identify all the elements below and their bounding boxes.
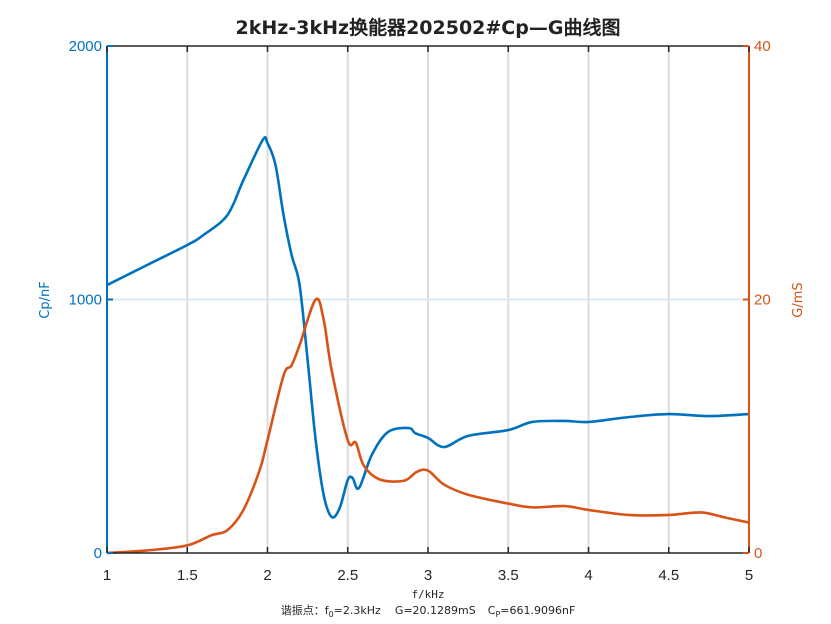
x-tick-label: 3.5 bbox=[498, 567, 519, 584]
y-axis-label-left: Cp/nF bbox=[38, 281, 53, 318]
note-g: G=20.1289mS bbox=[395, 604, 476, 617]
x-tick-label: 4.5 bbox=[658, 567, 679, 584]
y-tick-label-left: 2000 bbox=[69, 38, 102, 55]
note-f-val: =2.3kHz bbox=[334, 604, 381, 617]
x-tick-label: 5 bbox=[745, 567, 753, 584]
x-tick-label: 1.5 bbox=[177, 567, 198, 584]
x-tick-label: 3 bbox=[424, 567, 432, 584]
note-f-sub: 0 bbox=[329, 610, 334, 619]
grid-lines bbox=[107, 46, 749, 553]
note-c-val: =661.9096nF bbox=[500, 604, 575, 617]
y-tick-label-right: 20 bbox=[754, 292, 771, 309]
y-tick-label-right: 40 bbox=[754, 38, 771, 55]
x-axis-label: f/kHz bbox=[411, 588, 444, 601]
x-tick-label: 2 bbox=[263, 567, 271, 584]
series-g-line bbox=[106, 297, 750, 555]
x-tick-label: 1 bbox=[103, 567, 111, 584]
y-tick-label-right: 0 bbox=[754, 545, 762, 562]
note-c: C bbox=[488, 604, 496, 617]
series-lines bbox=[106, 135, 750, 555]
series-cp-line bbox=[106, 135, 750, 519]
x-tick-label: 4 bbox=[584, 567, 592, 584]
resonance-annotation: 谐振点：f0=2.3kHz G=20.1289mS CP=661.9096nF bbox=[281, 603, 576, 619]
y-axis-label-right: G/mS bbox=[791, 282, 806, 317]
note-prefix: 谐振点：f bbox=[281, 603, 330, 617]
note-c-sub: P bbox=[495, 610, 500, 619]
chart-title: 2kHz-3kHz换能器202502#Cp—G曲线图 bbox=[236, 16, 621, 39]
y-tick-label-left: 0 bbox=[94, 545, 102, 562]
y-tick-label-left: 1000 bbox=[69, 292, 102, 309]
x-tick-label: 2.5 bbox=[337, 567, 358, 584]
